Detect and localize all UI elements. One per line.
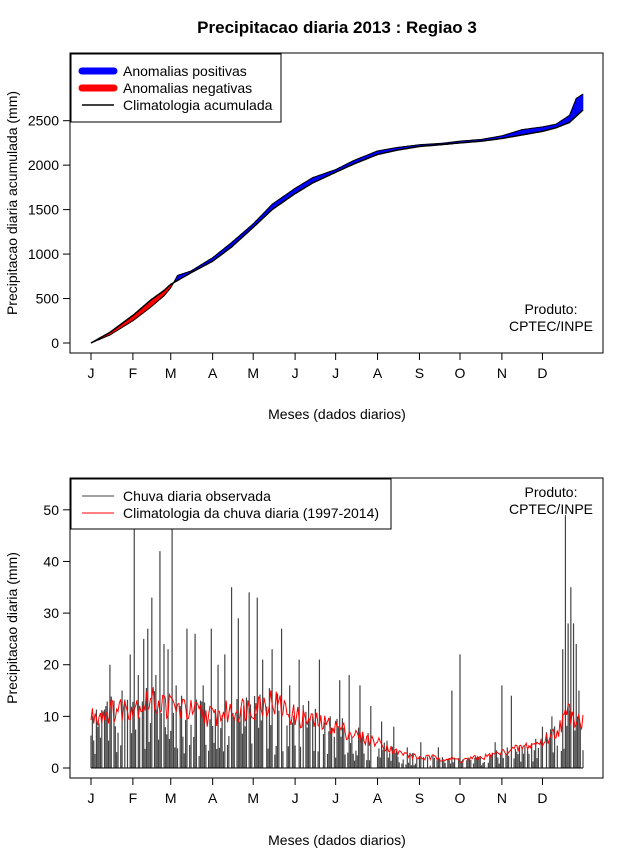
- top-x-tick-label: A: [373, 365, 383, 381]
- bottom-annotation-line2: CPTEC/INPE: [509, 501, 593, 517]
- bottom-x-tick-label: J: [332, 790, 339, 806]
- bottom-plot-area: [90, 514, 584, 769]
- top-y-tick-label: 2000: [28, 157, 59, 173]
- bottom-x-tick-label: N: [497, 790, 507, 806]
- climatology-daily-line: [90, 687, 584, 763]
- top-legend-label-negative: Anomalias negativas: [123, 80, 252, 96]
- bottom-chart: 0 10 20 30 40 50 J F M A M J J A S O N D Meses (dados di…: [4, 477, 604, 848]
- top-y-axis: 0 500 1000 1500 2000 2500: [28, 113, 71, 351]
- bottom-legend: Chuva diaria observada Climatologia da c…: [70, 478, 392, 530]
- bottom-x-tick-label: M: [247, 790, 259, 806]
- bottom-x-tick-label: D: [537, 790, 547, 806]
- top-legend-label-positive: Anomalias positivas: [123, 63, 247, 79]
- top-x-tick-label: J: [332, 365, 339, 381]
- bottom-x-tick-label: O: [455, 790, 466, 806]
- bottom-x-tick-label: M: [165, 790, 177, 806]
- top-x-tick-label: J: [88, 365, 95, 381]
- top-x-tick-label: D: [537, 365, 547, 381]
- top-chart: 0 500 1000 1500 2000 2500 J F M A M J J A S O N D Meses …: [4, 52, 604, 422]
- climatology-accumulated-line: [90, 109, 584, 344]
- top-legend: Anomalias positivas Anomalias negativas …: [70, 53, 282, 123]
- top-x-tick-label: O: [455, 365, 466, 381]
- bottom-y-tick-label: 40: [43, 553, 59, 569]
- top-x-tick-label: M: [165, 365, 177, 381]
- top-annotation-line2: CPTEC/INPE: [509, 318, 593, 334]
- bottom-y-tick-label: 20: [43, 657, 59, 673]
- bottom-x-tick-label: J: [88, 790, 95, 806]
- bottom-x-axis-label: Meses (dados diarios): [268, 832, 406, 848]
- bottom-y-tick-label: 30: [43, 605, 59, 621]
- top-x-tick-label: N: [497, 365, 507, 381]
- bottom-x-tick-label: A: [208, 790, 218, 806]
- top-x-tick-label: J: [292, 365, 299, 381]
- top-y-tick-label: 500: [36, 291, 60, 307]
- bottom-y-tick-label: 50: [43, 502, 59, 518]
- top-y-tick-label: 1000: [28, 246, 59, 262]
- bottom-legend-box: [70, 478, 392, 530]
- bottom-x-tick-label: J: [292, 790, 299, 806]
- bottom-y-axis-label: Precipitacao diaria (mm): [4, 552, 20, 704]
- bottom-annotation-line1: Produto:: [525, 484, 578, 500]
- top-y-tick-label: 0: [51, 335, 59, 351]
- top-annotation-line1: Produto:: [525, 301, 578, 317]
- top-y-axis-label: Precipitacao diaria acumulada (mm): [4, 91, 20, 315]
- bottom-legend-label-observed: Chuva diaria observada: [123, 488, 271, 504]
- figure-title: Precipitacao diaria 2013 : Regiao 3: [197, 18, 477, 37]
- top-plot-area: [90, 93, 584, 344]
- bottom-x-tick-label: A: [373, 790, 383, 806]
- bottom-y-axis: 0 10 20 30 40 50: [43, 502, 71, 776]
- top-x-tick-label: F: [129, 365, 138, 381]
- bottom-y-tick-label: 0: [51, 760, 59, 776]
- top-x-tick-label: M: [247, 365, 259, 381]
- bottom-x-tick-label: S: [415, 790, 424, 806]
- top-x-tick-label: S: [415, 365, 424, 381]
- top-x-axis-label: Meses (dados diarios): [268, 406, 406, 422]
- top-x-tick-label: A: [208, 365, 218, 381]
- observed-accumulated-line: [90, 93, 584, 344]
- bottom-y-tick-label: 10: [43, 708, 59, 724]
- top-y-tick-label: 1500: [28, 202, 59, 218]
- bottom-legend-label-climatology: Climatologia da chuva diaria (1997-2014): [123, 505, 379, 521]
- top-y-tick-label: 2500: [28, 113, 59, 129]
- bottom-x-tick-label: F: [129, 790, 138, 806]
- top-legend-label-climatology: Climatologia acumulada: [123, 97, 273, 113]
- positive-anomaly-segment: [581, 93, 584, 112]
